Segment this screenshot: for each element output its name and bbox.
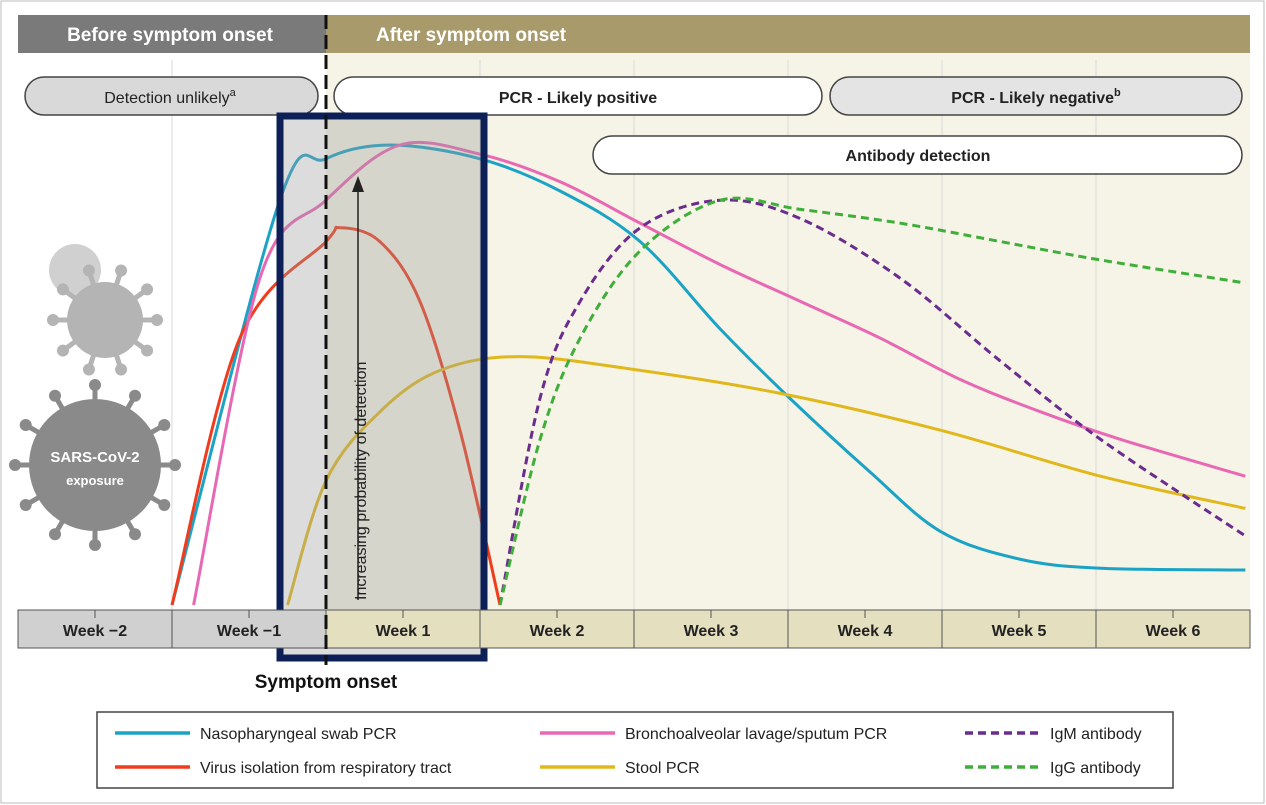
legend-label: IgG antibody [1050, 760, 1141, 777]
pcr-positive-label: PCR - Likely positive [499, 90, 657, 107]
series-line-igm-antibody [498, 198, 1247, 606]
series-line-stool-pcr [286, 355, 1246, 606]
week-label: Week 3 [684, 623, 739, 640]
before-header [18, 15, 326, 53]
y-axis-label: Increasing probability of detection [353, 362, 370, 600]
week-label: Week 4 [838, 623, 893, 640]
arrow-head-icon [352, 176, 364, 192]
virus-label-line1: SARS-CoV-2 [50, 449, 139, 466]
antibody-band [592, 135, 1243, 175]
legend: Nasopharyngeal swab PCR Virus isolation f… [115, 726, 1142, 777]
week-axis: Week −2 Week −1 Week 1 Week 2 Week 3 Week 4 We… [17, 609, 1251, 649]
antibody-label: Antibody detection [846, 148, 991, 165]
after-header [326, 15, 1250, 53]
week-label: Week −2 [63, 623, 127, 640]
legend-label: Bronchoalveolar lavage/sputum PCR [625, 726, 887, 743]
week-label: Week 5 [992, 623, 1047, 640]
detection-unlikely-band [24, 76, 319, 116]
virus-medium-icon [47, 264, 163, 376]
symptom-onset-label: Symptom onset [255, 672, 398, 693]
week-label: Week −1 [217, 623, 281, 640]
pcr-negative-band [829, 76, 1243, 116]
legend-label: Virus isolation from respiratory tract [200, 760, 452, 777]
before-header-label: Before symptom onset [67, 25, 274, 46]
virus-label-line2: exposure [66, 473, 124, 488]
week-label: Week 1 [376, 623, 431, 640]
week-label: Week 2 [530, 623, 585, 640]
detection-curves [170, 140, 1247, 606]
pcr-positive-band [333, 76, 823, 116]
week-label: Week 6 [1146, 623, 1201, 640]
after-header-label: After symptom onset [376, 25, 567, 46]
pcr-negative-label: PCR - Likely negativeb [951, 87, 1121, 107]
week-cell [17, 609, 173, 649]
detection-unlikely-label: Detection unlikelya [104, 87, 236, 107]
series-line-virus-isolation-from-respiratory-tract [170, 225, 502, 606]
virus-small-icon [49, 244, 101, 296]
highlight-box [276, 112, 488, 662]
virus-large-icon [9, 379, 181, 551]
legend-label: Nasopharyngeal swab PCR [200, 726, 397, 743]
legend-box [96, 711, 1174, 789]
series-line-nasopharyngeal-swab-pcr [170, 143, 1246, 606]
legend-label: Stool PCR [625, 760, 700, 777]
legend-label: IgM antibody [1050, 726, 1142, 743]
highlight-shade [280, 116, 484, 658]
series-line-igg-antibody [498, 196, 1246, 606]
